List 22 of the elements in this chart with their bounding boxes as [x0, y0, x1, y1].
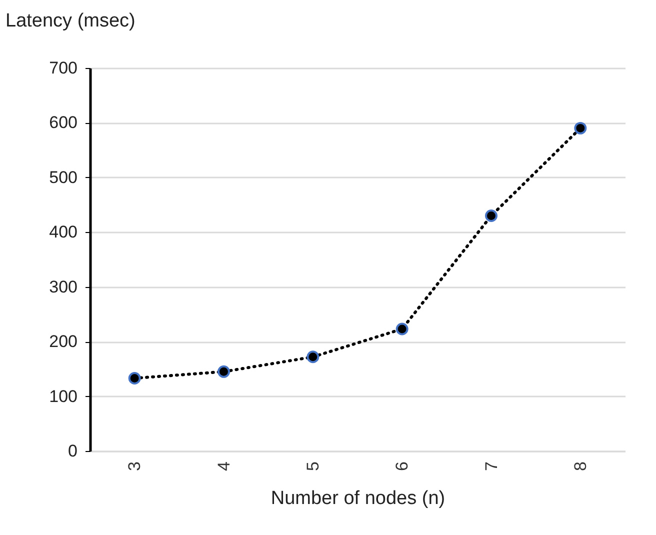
point: [218, 365, 230, 378]
point: [128, 372, 141, 384]
y-tick-label: 300: [49, 277, 78, 296]
y-tick-label: 400: [49, 222, 78, 242]
point: [574, 122, 587, 134]
y-tick-label: 600: [49, 113, 78, 132]
y-tick-label: 500: [49, 168, 78, 187]
y-tick-label: 700: [49, 58, 78, 78]
x-tick-label: 4: [214, 462, 234, 471]
x-tick-label: 8: [570, 462, 590, 471]
x-tick-label: 3: [125, 462, 144, 471]
x-tick-label: 7: [482, 462, 501, 471]
point: [485, 209, 498, 222]
x-axis-title: Number of nodes (n): [270, 488, 446, 509]
y-tick-label: 100: [49, 386, 78, 406]
point: [306, 350, 320, 364]
x-tick-label: 5: [303, 462, 322, 471]
y-tick-label: 0: [68, 442, 78, 460]
point: [396, 322, 408, 336]
x-tick-label: 6: [392, 462, 412, 471]
y-tick-label: 200: [49, 332, 78, 352]
y-axis-title: Latency (msec): [6, 10, 136, 32]
